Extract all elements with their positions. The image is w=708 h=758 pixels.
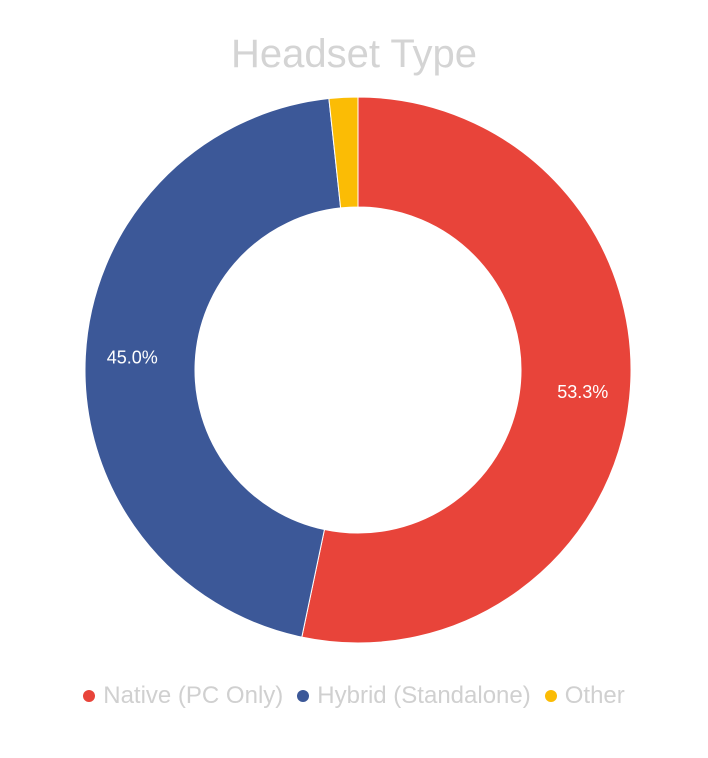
chart-legend: Native (PC Only) Hybrid (Standalone) Oth… [0, 682, 708, 710]
data-label-hybrid: 45.0% [107, 347, 158, 367]
legend-marker-other [544, 690, 557, 702]
legend-item-other[interactable]: Other [544, 682, 625, 710]
legend-label-native: Native (PC Only) [103, 682, 284, 709]
legend-marker-native [83, 690, 96, 702]
slice-native[interactable] [301, 96, 632, 644]
legend-label-hybrid: Hybrid (Standalone) [317, 682, 531, 709]
legend-item-native[interactable]: Native (PC Only) [83, 682, 283, 710]
slice-hybrid[interactable] [84, 98, 342, 638]
legend-label-other: Other [564, 682, 625, 709]
data-label-native: 53.3% [557, 382, 608, 402]
legend-item-hybrid[interactable]: Hybrid (Standalone) [297, 682, 531, 710]
legend-marker-hybrid [297, 690, 310, 702]
slice-other[interactable] [328, 96, 359, 209]
chart-title: Headset Type [230, 32, 478, 76]
